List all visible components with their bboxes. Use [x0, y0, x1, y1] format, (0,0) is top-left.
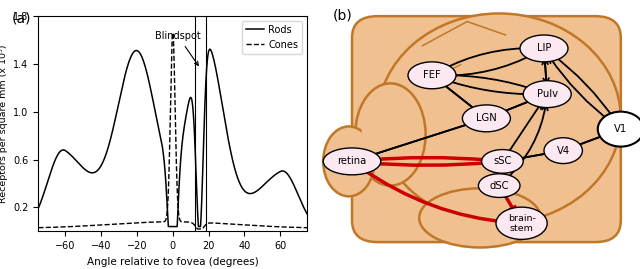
- Ellipse shape: [520, 35, 568, 62]
- Ellipse shape: [362, 91, 419, 178]
- Rods: [303, 213, 311, 216]
- Cones: [81, 224, 89, 228]
- Ellipse shape: [323, 126, 374, 196]
- Rods: [35, 206, 42, 210]
- Cones: [35, 226, 42, 229]
- Ellipse shape: [524, 81, 572, 108]
- Text: (b): (b): [333, 8, 353, 22]
- Cones: [269, 225, 277, 228]
- Rods: [298, 202, 306, 206]
- Text: brain-
stem: brain- stem: [508, 214, 536, 233]
- Cones: [298, 226, 306, 229]
- Cones: [169, 31, 177, 34]
- Text: sSC: sSC: [493, 156, 511, 167]
- Text: FEF: FEF: [423, 70, 441, 80]
- Rods: [269, 175, 277, 178]
- Ellipse shape: [355, 83, 426, 186]
- X-axis label: Angle relative to fovea (degrees): Angle relative to fovea (degrees): [87, 257, 259, 267]
- Ellipse shape: [462, 105, 511, 132]
- Text: Pulv: Pulv: [537, 89, 557, 99]
- Cones: [193, 227, 201, 231]
- Ellipse shape: [419, 188, 541, 247]
- Text: V1: V1: [614, 124, 627, 134]
- Ellipse shape: [481, 150, 523, 173]
- Text: LGN: LGN: [476, 113, 497, 123]
- Cones: [138, 221, 145, 224]
- Line: Cones: Cones: [38, 33, 307, 229]
- Cones: [303, 226, 311, 229]
- Rods: [81, 168, 89, 171]
- FancyBboxPatch shape: [352, 16, 621, 242]
- Text: (a): (a): [12, 12, 31, 26]
- Ellipse shape: [378, 13, 621, 223]
- Text: dSC: dSC: [490, 180, 509, 191]
- Ellipse shape: [479, 174, 520, 197]
- Cones: [65, 225, 73, 228]
- Line: Rods: Rods: [38, 49, 307, 226]
- Text: LIP: LIP: [537, 43, 551, 54]
- Text: retina: retina: [337, 156, 367, 167]
- Rods: [65, 152, 73, 155]
- Rods: [206, 48, 214, 51]
- Rods: [164, 225, 172, 228]
- Legend: Rods, Cones: Rods, Cones: [242, 21, 302, 54]
- Rods: [138, 54, 145, 58]
- Text: Blindspot: Blindspot: [156, 31, 201, 65]
- Ellipse shape: [323, 148, 381, 175]
- Text: V4: V4: [557, 146, 570, 156]
- Ellipse shape: [598, 112, 640, 147]
- Y-axis label: Receptors per square mm (x 10⁵): Receptors per square mm (x 10⁵): [0, 44, 8, 203]
- Ellipse shape: [496, 207, 547, 239]
- Ellipse shape: [408, 62, 456, 89]
- Rods: [149, 100, 157, 103]
- Ellipse shape: [544, 138, 582, 164]
- Cones: [149, 221, 157, 224]
